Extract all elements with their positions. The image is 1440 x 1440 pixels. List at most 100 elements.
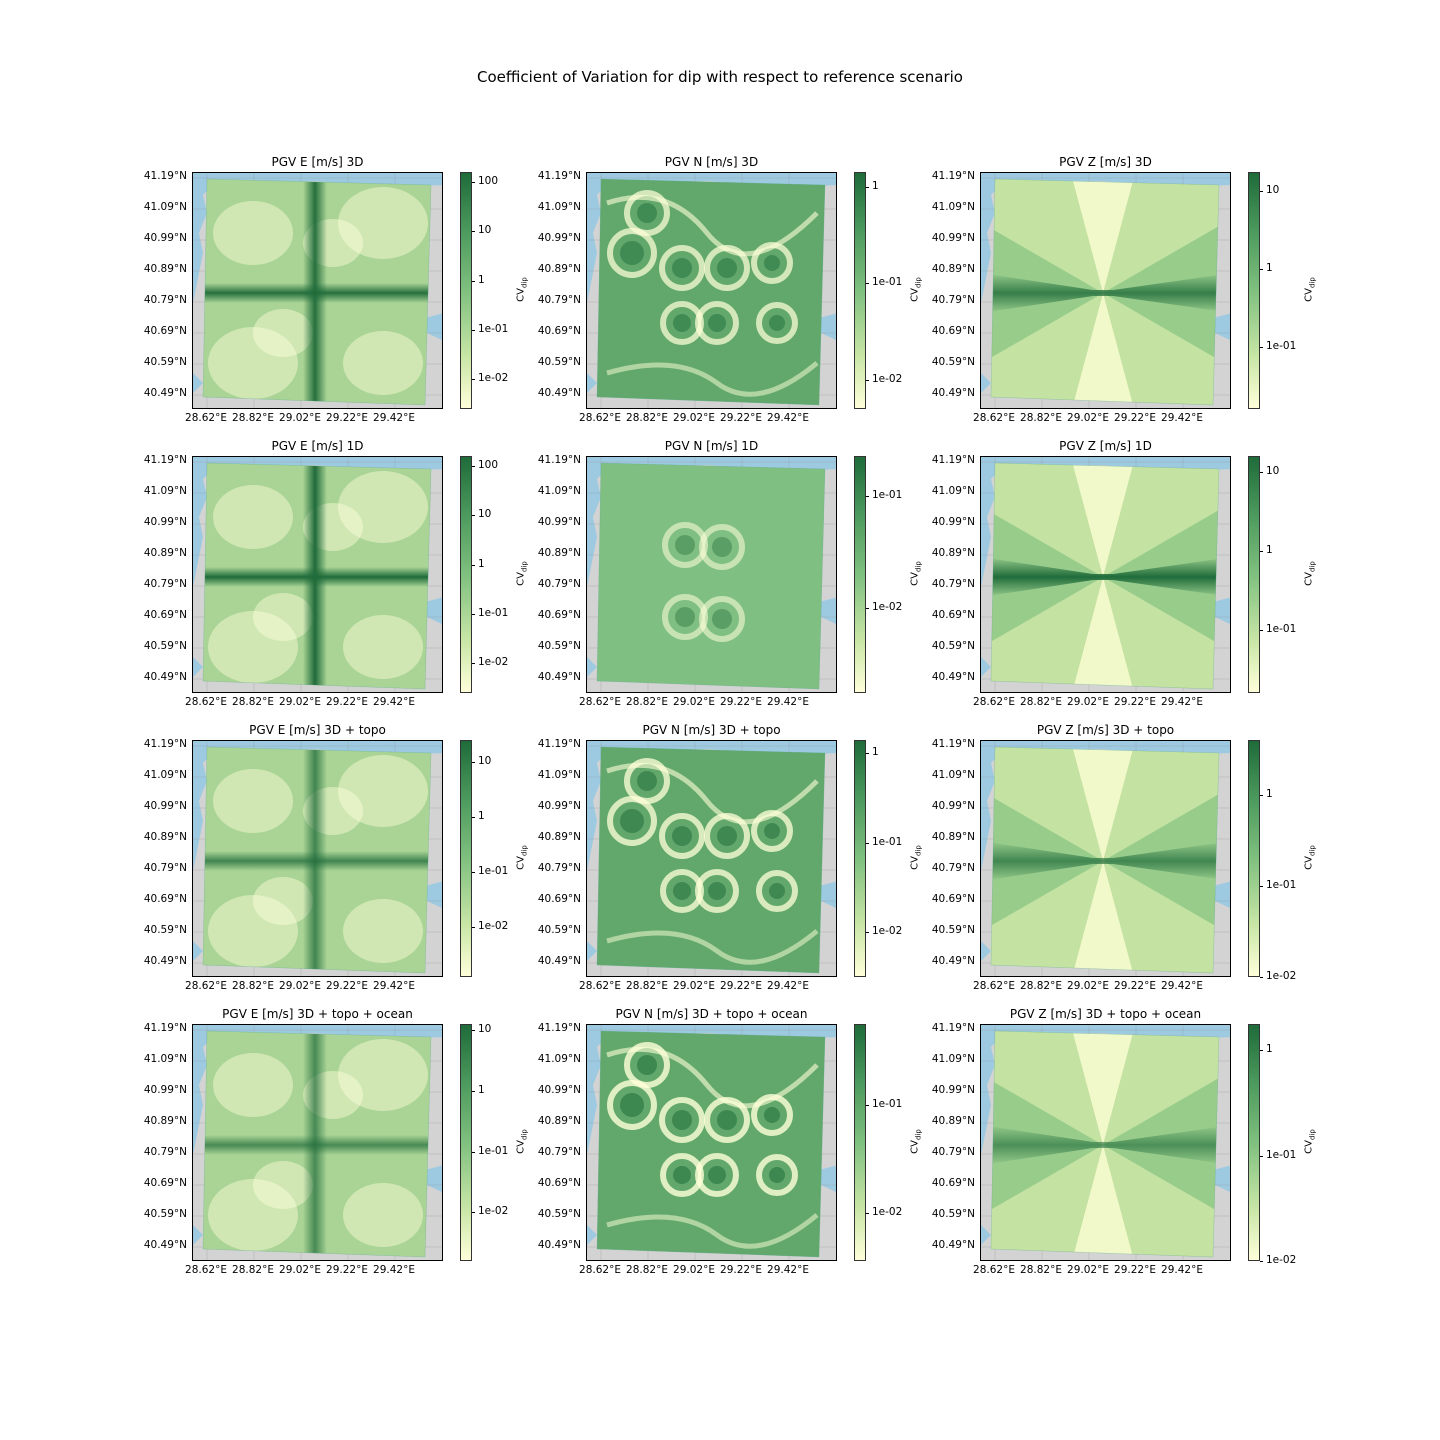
field-wedge [991, 463, 1103, 577]
colorbar-tick [472, 231, 475, 233]
lat-tick-label: 40.49°N [537, 387, 581, 399]
colorbar-label: CVdip [909, 1128, 923, 1154]
lon-tick-label: 29.22°E [1114, 1264, 1156, 1276]
lat-tick-label: 41.19°N [143, 454, 187, 466]
field-wedge [991, 793, 1103, 861]
ocean-area [193, 373, 203, 393]
colorbar-label: CVdip [515, 276, 529, 302]
lat-tick-label: 40.69°N [931, 1177, 975, 1189]
lon-tick-label: 29.22°E [326, 412, 368, 424]
data-field [991, 747, 1219, 973]
colorbar-tick-label: 10 [478, 224, 492, 237]
field-wedge [1103, 1031, 1219, 1145]
colorbar-label: CVdip [1303, 1128, 1317, 1154]
lon-tick-label: 29.02°E [673, 1264, 715, 1276]
field-blob [208, 895, 298, 967]
lon-tick-label: 28.62°E [185, 696, 227, 708]
field-wedge [991, 747, 1103, 861]
lon-tick-label: 28.82°E [626, 980, 668, 992]
field-wedge [1103, 179, 1219, 293]
field-ring [607, 796, 657, 846]
ocean-area [587, 373, 597, 393]
lon-tick-label: 28.82°E [232, 696, 274, 708]
ocean-area [981, 373, 991, 393]
lon-tick-label: 29.42°E [373, 1264, 415, 1276]
lat-tick-label: 41.19°N [931, 1022, 975, 1034]
field-core [672, 258, 692, 278]
lon-tick-label: 29.22°E [1114, 412, 1156, 424]
field-blob [338, 471, 428, 543]
map-panel [192, 740, 443, 977]
lon-tick-label: 28.82°E [1020, 980, 1062, 992]
lat-tick-label: 40.59°N [537, 924, 581, 936]
colorbar-tick-label: 1e-01 [478, 323, 509, 335]
lat-tick-label: 40.79°N [143, 862, 187, 874]
lon-tick-label: 29.22°E [1114, 980, 1156, 992]
lat-tick-label: 41.19°N [537, 738, 581, 750]
lat-tick-label: 40.79°N [143, 294, 187, 306]
map-svg [981, 1025, 1230, 1260]
field-wedge [1103, 293, 1219, 405]
field-wedge [1103, 861, 1219, 973]
field-wedge [1035, 179, 1103, 293]
colorbar-tick [866, 379, 869, 381]
field-core [717, 258, 737, 278]
lat-tick-label: 40.99°N [537, 800, 581, 812]
field-ring [756, 870, 798, 912]
field-wedge [1103, 577, 1171, 689]
colorbar-tick-label: 1e-01 [872, 276, 903, 289]
field-wedge [1103, 463, 1219, 577]
ocean-area [193, 941, 203, 961]
lat-tick-label: 40.99°N [143, 232, 187, 244]
lon-tick-label: 29.02°E [279, 980, 321, 992]
field-core [717, 826, 737, 846]
lon-tick-label: 29.22°E [720, 1264, 762, 1276]
lat-tick-label: 41.19°N [537, 170, 581, 182]
field-blob [213, 1053, 293, 1117]
colorbar-tick [866, 1104, 869, 1106]
data-domain-outline [596, 178, 826, 406]
lat-tick-label: 40.89°N [931, 1115, 975, 1127]
field-ring [756, 302, 798, 344]
map-svg [587, 741, 836, 976]
lat-tick-label: 40.89°N [537, 263, 581, 275]
data-field [203, 747, 431, 973]
field-wedge [1103, 463, 1219, 577]
ocean-area [193, 657, 203, 677]
ocean-area [425, 313, 442, 341]
lat-tick-label: 40.99°N [931, 1084, 975, 1096]
lat-tick-label: 40.59°N [537, 356, 581, 368]
field-core [764, 823, 780, 839]
colorbar-tick [866, 283, 869, 285]
field-wedge [991, 577, 1103, 689]
field-streak [606, 1046, 819, 1109]
field-blob [253, 1161, 313, 1209]
lat-tick-label: 40.59°N [931, 924, 975, 936]
field-core [673, 882, 691, 900]
field-wedge [991, 1145, 1103, 1257]
panel-title: PGV Z [m/s] 3D + topo + ocean [1009, 1007, 1202, 1021]
lon-tick-label: 29.02°E [673, 412, 715, 424]
lat-tick-label: 40.59°N [143, 640, 187, 652]
lat-tick-label: 40.79°N [143, 1146, 187, 1158]
lon-tick-label: 29.22°E [326, 1264, 368, 1276]
lon-tick-label: 28.82°E [232, 412, 274, 424]
field-core [708, 1166, 726, 1184]
colorbar-tick [866, 186, 869, 188]
lat-tick-label: 40.69°N [537, 609, 581, 621]
lon-tick-label: 29.02°E [279, 696, 321, 708]
ocean-area [981, 1225, 991, 1245]
colorbar-tick-label: 1 [478, 1083, 485, 1096]
field-ring [624, 190, 670, 236]
map-panel [586, 740, 837, 977]
lat-tick-label: 40.99°N [931, 516, 975, 528]
field-wedge [991, 463, 1103, 577]
field-wedge [991, 861, 1103, 929]
field-wedge [991, 861, 1103, 973]
field-wedge [1103, 293, 1219, 405]
field-streak [606, 194, 819, 257]
field-wedge [1103, 463, 1219, 577]
field-wedge [1103, 293, 1171, 405]
ocean-area [819, 597, 836, 625]
data-field [597, 1031, 825, 1257]
